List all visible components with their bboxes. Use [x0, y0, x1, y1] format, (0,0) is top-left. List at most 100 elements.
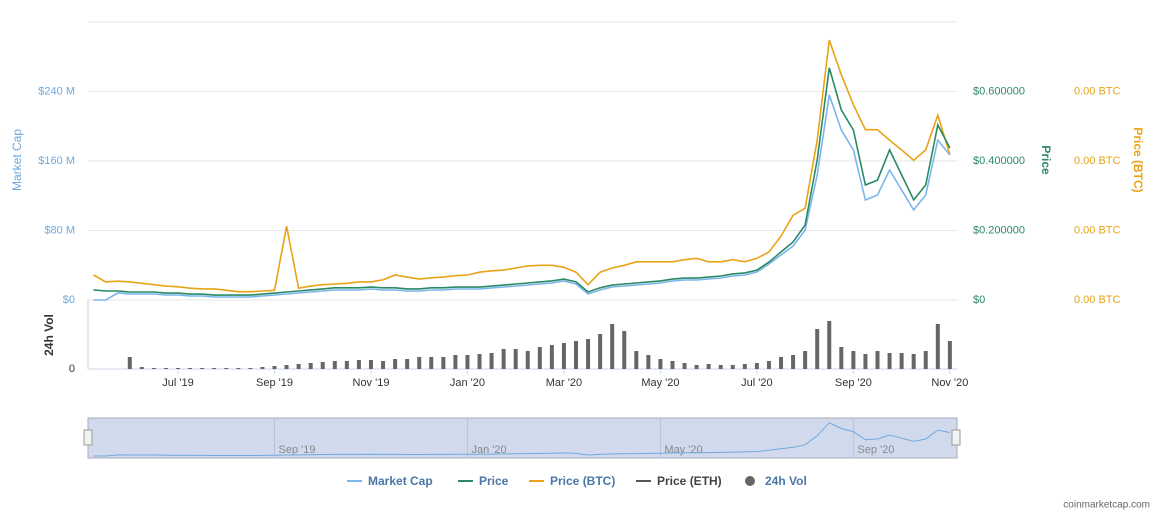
volume-bar: [176, 368, 181, 369]
volume-bar: [658, 359, 663, 369]
y-axis-title: Market Cap: [10, 129, 24, 191]
y-tick-label: $160 M: [38, 155, 75, 167]
volume-bar: [139, 367, 144, 369]
volume-bar: [477, 354, 482, 369]
legend-label[interactable]: Price: [479, 474, 509, 488]
volume-tick-label: 0: [69, 363, 75, 375]
volume-bar: [694, 365, 699, 369]
navigator-mask[interactable]: [87, 417, 958, 459]
volume-bar: [586, 339, 591, 369]
volume-bar: [935, 324, 940, 369]
volume-bar: [561, 343, 566, 369]
volume-bar: [923, 351, 928, 369]
navigator-handle[interactable]: [83, 429, 93, 446]
y3-tick-label: 0.00 BTC: [1074, 294, 1121, 306]
volume-bar: [151, 368, 156, 369]
volume-bar: [827, 321, 832, 369]
volume-bar: [236, 368, 241, 369]
legend-label[interactable]: Price (BTC): [550, 474, 615, 488]
x-tick-label: Sep '19: [256, 377, 293, 389]
x-tick-label: May '20: [641, 377, 679, 389]
volume-bar: [670, 361, 675, 369]
x-tick-label: Mar '20: [546, 377, 582, 389]
navigator-label: Sep '19: [279, 444, 316, 456]
series-line: [93, 94, 951, 301]
volume-bar: [574, 341, 578, 369]
volume-bar: [839, 347, 844, 369]
volume-bar: [453, 355, 458, 369]
navigator-label: Sep '20: [857, 444, 894, 456]
volume-bar: [779, 357, 784, 369]
volume-axis-title: 24h Vol: [42, 314, 56, 356]
legend-label[interactable]: 24h Vol: [765, 474, 807, 488]
y2-tick-label: $0: [973, 294, 985, 306]
y3-tick-label: 0.00 BTC: [1074, 85, 1121, 97]
navigator-label: Jan '20: [471, 444, 506, 456]
volume-bar: [368, 360, 373, 369]
volume-bar: [754, 363, 759, 369]
volume-bar: [393, 359, 398, 369]
volume-bar: [863, 354, 868, 369]
volume-bar: [308, 363, 313, 369]
y-tick-label: $0: [63, 294, 75, 306]
volume-bar: [851, 351, 856, 369]
volume-bar: [947, 341, 952, 369]
legend-marker[interactable]: [745, 476, 755, 486]
volume-bar: [610, 324, 615, 369]
volume-bar: [284, 365, 289, 369]
volume-bar: [248, 368, 253, 369]
volume-bar: [296, 364, 301, 369]
volume-bar: [127, 357, 132, 369]
volume-bar: [682, 363, 687, 369]
series-line: [93, 39, 951, 293]
y-tick-label: $80 M: [44, 224, 75, 236]
navigator-label: May '20: [664, 444, 702, 456]
volume-bar: [381, 361, 386, 369]
navigator-handle[interactable]: [951, 429, 961, 446]
legend-label[interactable]: Market Cap: [368, 474, 433, 488]
x-tick-label: Nov '19: [353, 377, 390, 389]
volume-bar: [417, 357, 422, 369]
volume-bar: [344, 361, 349, 369]
volume-bar: [501, 349, 506, 369]
volume-bar: [260, 367, 265, 369]
y-tick-label: $240 M: [38, 85, 75, 97]
navigator-line: [93, 422, 950, 457]
volume-bar: [730, 365, 735, 369]
volume-bar: [489, 353, 494, 369]
volume-bar: [320, 362, 325, 369]
series-line: [93, 67, 951, 296]
volume-bar: [646, 355, 651, 369]
volume-bar: [622, 331, 627, 369]
x-tick-label: Jul '20: [741, 377, 772, 389]
volume-bar: [766, 361, 771, 369]
y3-tick-label: 0.00 BTC: [1074, 155, 1121, 167]
volume-bar: [332, 361, 337, 369]
volume-bar: [441, 357, 446, 369]
volume-bar: [163, 368, 168, 369]
volume-bar: [911, 354, 916, 369]
legend-label[interactable]: Price (ETH): [657, 474, 722, 488]
x-tick-label: Jul '19: [162, 377, 193, 389]
y3-tick-label: 0.00 BTC: [1074, 224, 1121, 236]
volume-bar: [513, 349, 518, 369]
volume-bar: [224, 368, 229, 369]
y3-axis-title: Price (BTC): [1131, 127, 1145, 192]
volume-bar: [791, 355, 796, 369]
volume-bar: [405, 359, 410, 369]
volume-bar: [899, 353, 904, 369]
volume-bar: [429, 357, 434, 369]
volume-bar: [634, 351, 639, 369]
volume-bar: [815, 329, 820, 369]
volume-bar: [525, 351, 530, 369]
y2-tick-label: $0.200000: [973, 224, 1025, 236]
volume-bar: [875, 351, 880, 369]
x-tick-label: Sep '20: [835, 377, 872, 389]
x-tick-label: Jan '20: [450, 377, 485, 389]
volume-bar: [549, 345, 554, 369]
y2-tick-label: $0.600000: [973, 85, 1025, 97]
y2-tick-label: $0.400000: [973, 155, 1025, 167]
volume-bar: [200, 368, 205, 369]
volume-bar: [188, 368, 193, 369]
